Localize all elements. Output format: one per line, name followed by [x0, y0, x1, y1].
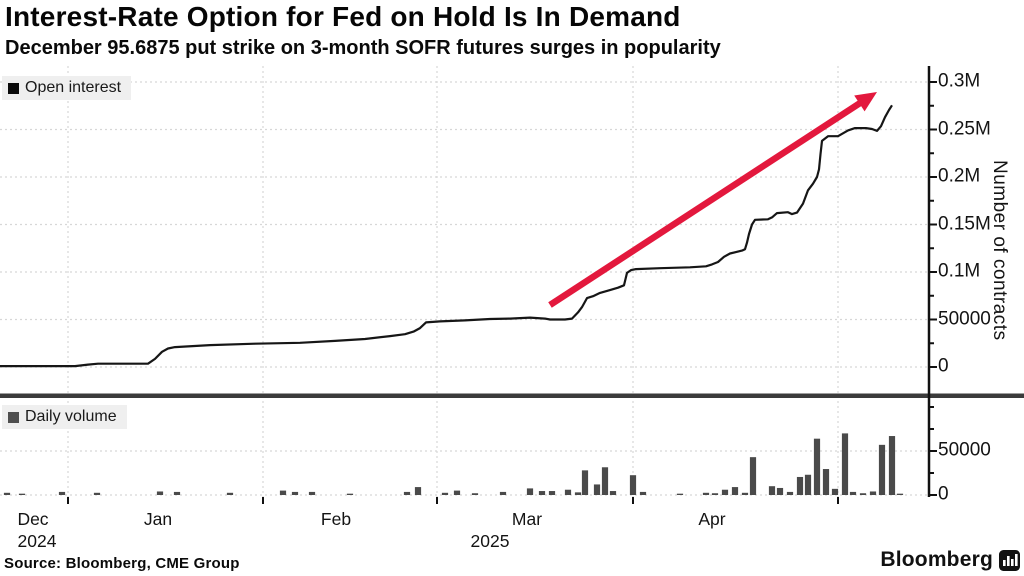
trend-arrow: [548, 92, 877, 308]
volume-bar: [581, 470, 589, 495]
volume-bar: [796, 476, 804, 495]
legend-daily-volume-label: Daily volume: [25, 408, 117, 425]
y-tick-top-0.2M: 0.2M: [938, 165, 981, 187]
y-axis-title: Number of contracts: [989, 159, 1010, 341]
panel-separator: [0, 393, 1024, 398]
volume-bar: [804, 474, 812, 495]
volume-bar: [721, 489, 729, 495]
volume-bar: [711, 493, 719, 495]
volume-bar: [593, 484, 601, 495]
volume-bar: [93, 492, 101, 495]
volume-bar: [878, 444, 886, 495]
volume-bar: [499, 491, 507, 495]
y-tick-top-0: 0: [938, 355, 949, 377]
x-year-2025: 2025: [470, 531, 510, 551]
volume-bar: [859, 493, 867, 495]
volume-bar: [3, 492, 11, 495]
volume-bar: [414, 487, 422, 495]
x-year-2024: 2024: [17, 531, 57, 551]
volume-bar: [526, 488, 534, 495]
bloomberg-brand: Bloomberg: [880, 548, 1020, 572]
volume-bar: [639, 491, 647, 495]
bloomberg-wordmark: Bloomberg: [880, 548, 993, 571]
daily-volume-bars: [3, 433, 904, 495]
x-label-apr: Apr: [698, 509, 726, 529]
y-tick-top-0.25M: 0.25M: [938, 118, 991, 140]
volume-bar: [869, 491, 877, 495]
open-interest-line: [0, 104, 893, 368]
x-label-jan: Jan: [143, 509, 173, 529]
gridlines-vertical: [67, 66, 839, 497]
x-label-feb: Feb: [320, 509, 352, 529]
volume-bar: [18, 493, 26, 495]
volume-bar: [813, 438, 821, 495]
volume-bar: [471, 493, 479, 495]
x-label-mar: Mar: [511, 509, 543, 529]
volume-bar: [538, 491, 546, 495]
volume-bar: [841, 433, 849, 495]
volume-bar: [629, 475, 637, 495]
y-tick-top-0.1M: 0.1M: [938, 260, 981, 282]
bloomberg-logo-icon: [999, 549, 1020, 571]
volume-bar: [403, 491, 411, 495]
volume-bar: [731, 487, 739, 495]
volume-bar: [741, 492, 749, 495]
volume-bar: [786, 491, 794, 495]
volume-bar: [156, 491, 164, 495]
source-attribution: Source: Bloomberg, CME Group: [4, 555, 240, 572]
volume-bar: [291, 491, 299, 495]
right-axis: [67, 66, 937, 504]
volume-bar: [226, 492, 234, 495]
legend-daily-volume: Daily volume: [2, 405, 127, 429]
volume-bar: [548, 491, 556, 495]
gridlines-horizontal: [0, 81, 929, 496]
page-title: Interest-Rate Option for Fed on Hold Is …: [5, 1, 681, 32]
volume-bar: [574, 492, 582, 495]
volume-bar: [601, 467, 609, 495]
volume-bar: [776, 487, 784, 495]
volume-bar: [308, 491, 316, 495]
legend-open-interest: Open interest: [2, 76, 132, 100]
volume-bar: [453, 490, 461, 495]
volume-bar: [822, 469, 830, 495]
volume-bar: [279, 490, 287, 495]
y-tick-bottom-0: 0: [938, 483, 949, 505]
legend-open-interest-label: Open interest: [25, 79, 122, 96]
volume-bar: [849, 491, 857, 495]
volume-bar: [888, 436, 896, 495]
volume-bar: [768, 486, 776, 495]
volume-bar: [749, 457, 757, 495]
y-tick-bottom-50000: 50000: [938, 439, 991, 461]
volume-bar: [441, 492, 449, 495]
open-interest-swatch-icon: [8, 82, 19, 94]
y-tick-top-0.3M: 0.3M: [938, 70, 981, 92]
volume-bar: [173, 491, 181, 495]
y-tick-top-50000: 50000: [938, 308, 991, 330]
page-subtitle: December 95.6875 put strike on 3-month S…: [5, 37, 721, 59]
volume-bar: [702, 492, 710, 495]
x-label-dec: Dec: [17, 509, 49, 529]
volume-bar: [58, 491, 66, 495]
y-tick-top-0.15M: 0.15M: [938, 213, 991, 235]
volume-bar: [676, 493, 684, 495]
volume-bar: [346, 493, 354, 495]
volume-bar: [564, 489, 572, 495]
daily-volume-swatch-icon: [8, 411, 19, 423]
volume-bar: [609, 491, 617, 495]
volume-bar: [831, 488, 839, 495]
volume-bar: [896, 493, 904, 495]
